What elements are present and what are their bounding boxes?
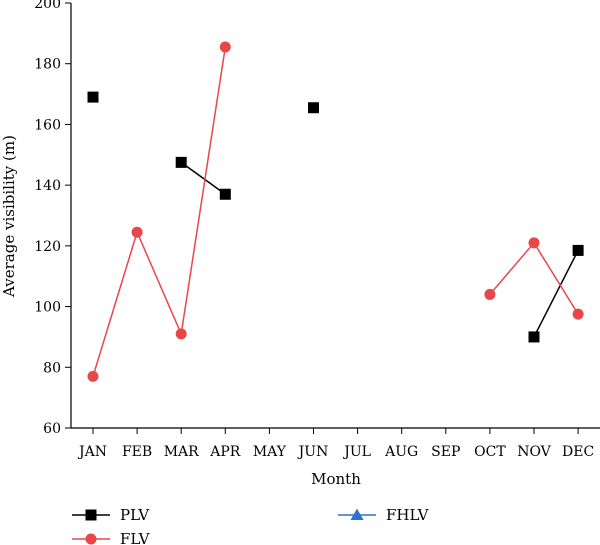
flv-line-segment	[489, 242, 535, 295]
y-tick-label: 140	[34, 178, 61, 194]
x-tick-label: MAR	[164, 444, 199, 460]
y-tick-label: 160	[34, 117, 61, 133]
plv-point	[572, 244, 584, 256]
y-axis-ticks: 60 80 100 120 140 160 180 200	[34, 0, 71, 437]
flv-point	[131, 226, 143, 238]
plv-point	[87, 91, 99, 103]
x-tick-label: APR	[209, 444, 241, 460]
legend-item-fhlv: FHLV	[338, 506, 430, 524]
x-tick-label: SEP	[431, 444, 460, 460]
x-tick-label: FEB	[122, 444, 152, 460]
x-tick-label: OCT	[474, 444, 506, 460]
axes	[70, 3, 600, 429]
x-axis-ticks: JAN FEB MAR APR MAY JUN JUL AUG SEP OCT NOV DEC	[77, 428, 594, 460]
legend-label-fhlv: FHLV	[386, 506, 430, 524]
flv-line-segment	[533, 242, 579, 315]
flv-line-segment	[136, 231, 182, 335]
y-tick-label: 60	[43, 421, 61, 437]
y-axis-title: Average visibility (m)	[0, 135, 18, 298]
flv-point	[87, 370, 99, 382]
y-tick-label: 100	[34, 300, 61, 316]
flv-point	[572, 308, 584, 320]
flv-line-segment	[92, 231, 138, 377]
flv-line-segment	[180, 46, 227, 335]
plv-line-segment	[533, 250, 579, 338]
x-tick-label: NOV	[517, 444, 551, 460]
legend-label-plv: PLV	[120, 506, 150, 524]
x-tick-label: JAN	[77, 444, 107, 460]
flv-point	[484, 288, 496, 300]
legend-marker-flv	[85, 533, 97, 545]
x-tick-label: JUN	[297, 444, 329, 460]
y-tick-label: 80	[43, 360, 61, 376]
plv-line-segment	[180, 161, 226, 195]
legend: PLV FLV FHLV	[72, 506, 430, 545]
x-tick-label: JUL	[342, 444, 371, 460]
plv-point	[528, 331, 540, 343]
y-tick-label: 120	[34, 239, 61, 255]
y-tick-label: 200	[34, 0, 61, 12]
plv-point	[175, 156, 187, 168]
x-axis-title: Month	[311, 470, 361, 488]
x-tick-label: MAY	[253, 444, 287, 460]
x-tick-label: DEC	[562, 444, 594, 460]
y-tick-label: 180	[34, 57, 61, 73]
flv-point	[175, 328, 187, 340]
legend-marker-plv	[85, 509, 97, 521]
flv-point	[528, 237, 540, 249]
legend-item-flv: FLV	[72, 530, 151, 545]
x-tick-label: AUG	[384, 444, 418, 460]
series-flv	[87, 41, 584, 382]
plv-point	[219, 188, 231, 200]
flv-point	[219, 41, 231, 53]
legend-marker-fhlv	[350, 508, 364, 520]
plv-point	[308, 102, 319, 114]
series-plv	[87, 91, 584, 343]
legend-label-flv: FLV	[120, 530, 151, 545]
legend-item-plv: PLV	[72, 506, 150, 524]
series-layer	[87, 41, 584, 382]
